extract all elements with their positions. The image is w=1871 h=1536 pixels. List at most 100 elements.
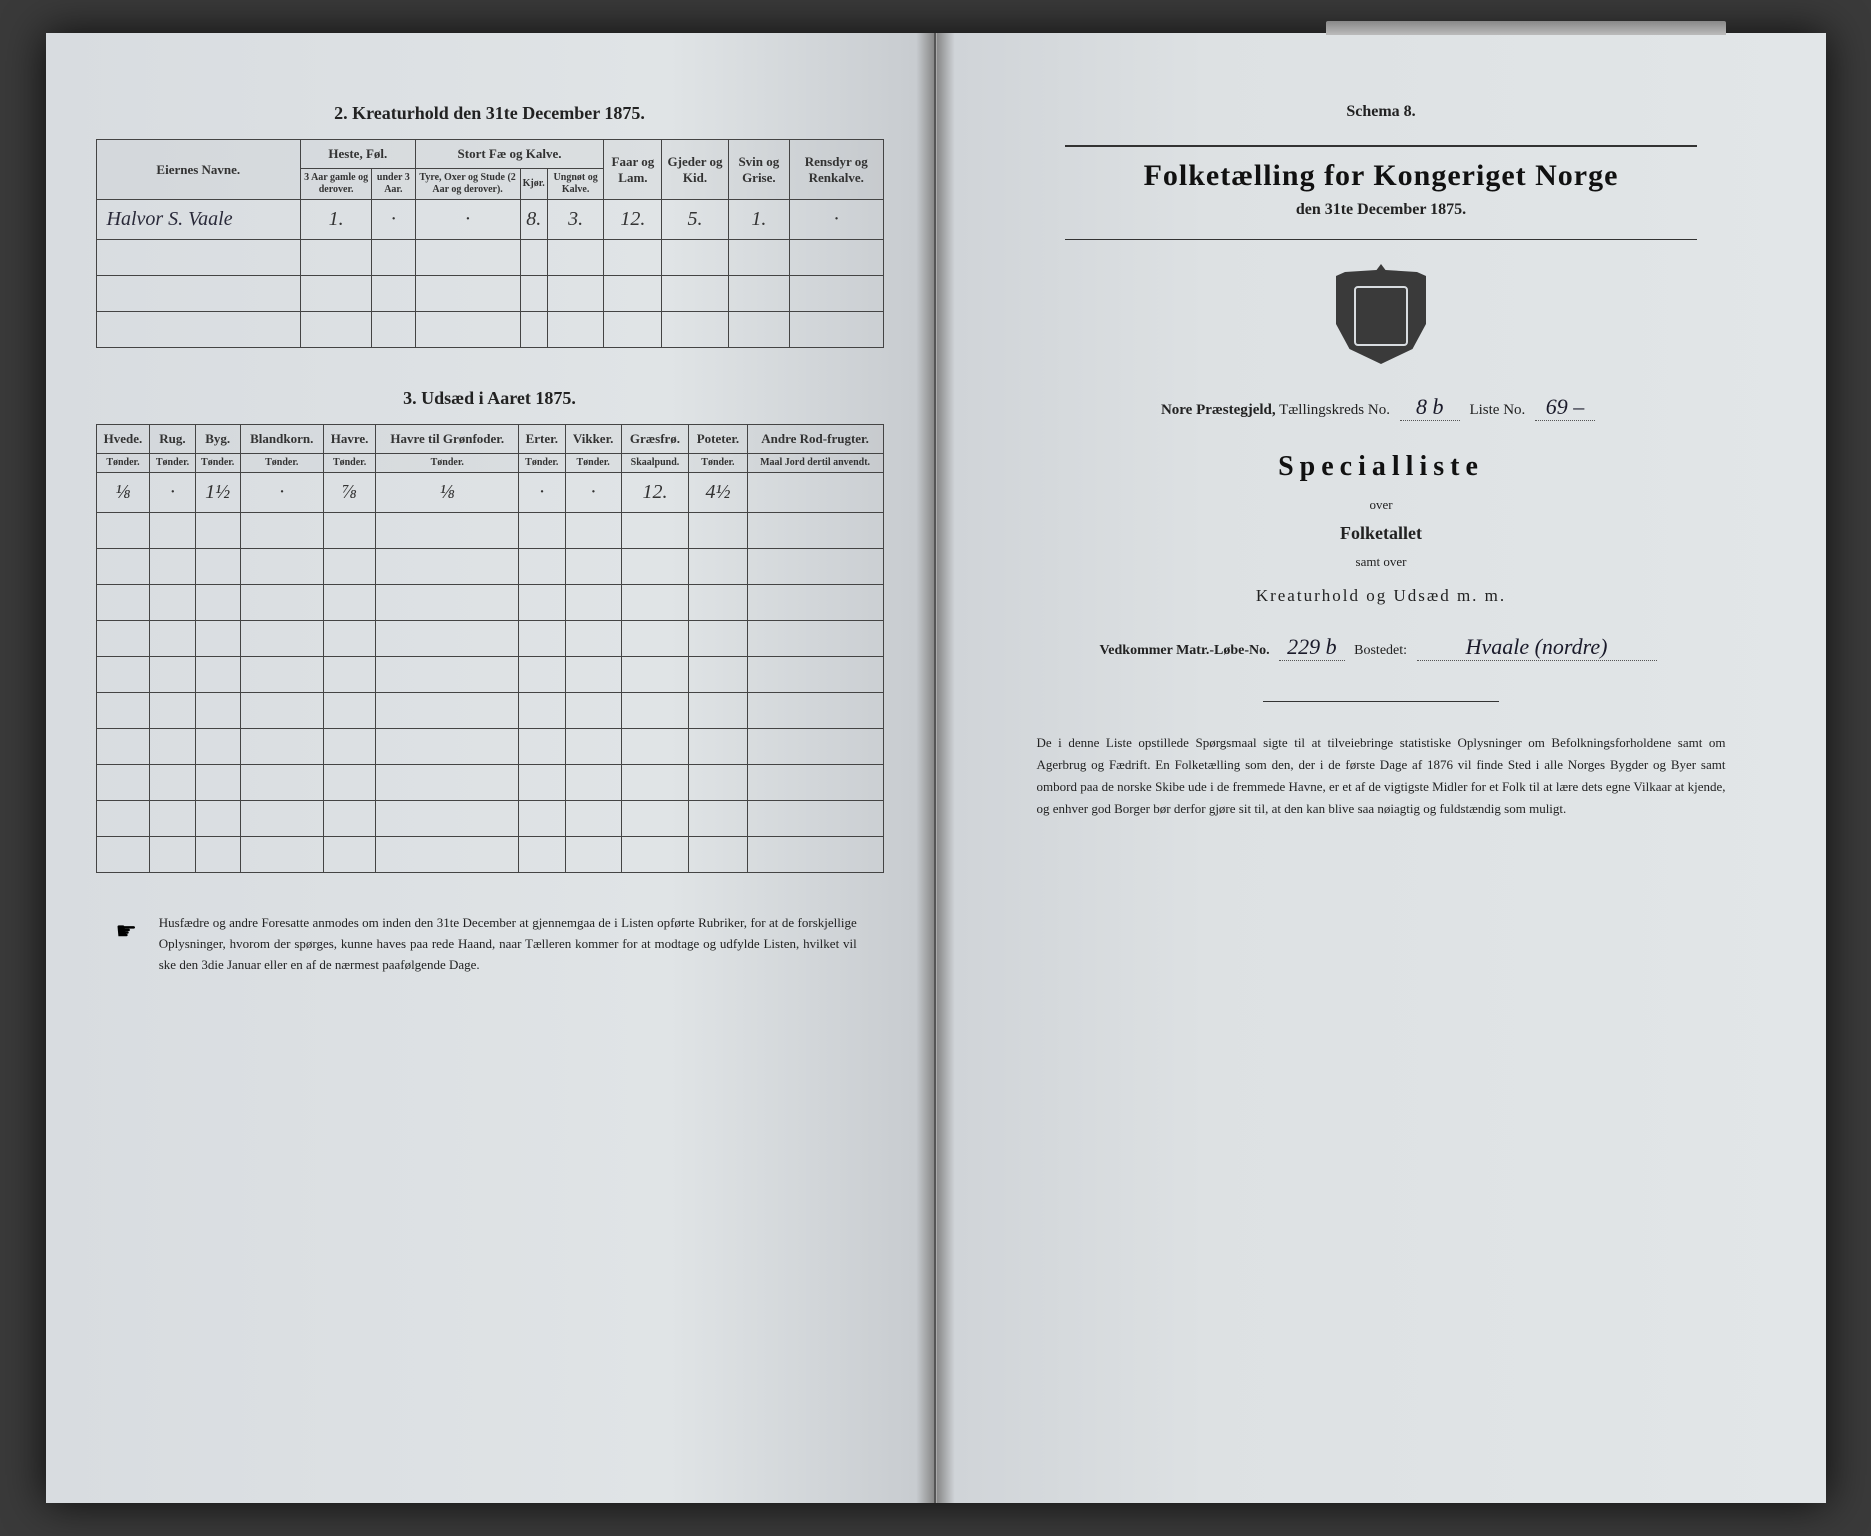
col-rensdyr: Rensdyr og Renkalve. xyxy=(790,140,883,200)
special-title: Specialliste xyxy=(987,451,1776,483)
district-line: Nore Præstegjeld, Tællingskreds No. 8 b … xyxy=(987,394,1776,421)
cell-stort2: 8. xyxy=(520,200,547,240)
rule xyxy=(1065,145,1696,147)
col-havre-gron: Havre til Grønfoder. xyxy=(376,425,519,454)
coat-of-arms-icon xyxy=(1336,264,1426,364)
cell-andre xyxy=(747,473,883,513)
table-row xyxy=(96,729,883,765)
cell-heste1: 1. xyxy=(301,200,372,240)
cell-poteter: 4½ xyxy=(689,473,747,513)
cover-subtitle: den 31te December 1875. xyxy=(987,201,1776,219)
col-havre: Havre. xyxy=(323,425,376,454)
left-footer: ☛ Husfædre og andre Foresatte anmodes om… xyxy=(96,913,884,975)
vedk-no: 229 b xyxy=(1279,634,1345,661)
cell-vikker: · xyxy=(565,473,621,513)
right-page: Schema 8. Folketælling for Kongeriget No… xyxy=(936,33,1826,1503)
table-row: Halvor S. Vaale 1. · · 8. 3. 12. 5. 1. · xyxy=(96,200,883,240)
cell-hvede: ⅛ xyxy=(96,473,150,513)
col-stort: Stort Fæ og Kalve. xyxy=(415,140,604,169)
table-row xyxy=(96,585,883,621)
col-svin: Svin og Grise. xyxy=(728,140,789,200)
table-row xyxy=(96,276,883,312)
cell-erter: · xyxy=(519,473,565,513)
over-label: over xyxy=(987,497,1776,513)
table-row xyxy=(96,693,883,729)
unit: Tønder. xyxy=(519,454,565,473)
table-row xyxy=(96,312,883,348)
kreds-value: 8 b xyxy=(1400,394,1460,421)
census-book: 2. Kreaturhold den 31te December 1875. E… xyxy=(46,33,1826,1503)
bostedet-value: Hvaale (nordre) xyxy=(1417,634,1657,661)
unit: Tønder. xyxy=(240,454,323,473)
section3-title: 3. Udsæd i Aaret 1875. xyxy=(96,388,884,409)
col-graesfrø: Græsfrø. xyxy=(621,425,689,454)
unit: Tønder. xyxy=(323,454,376,473)
col-hvede: Hvede. xyxy=(96,425,150,454)
unit: Tønder. xyxy=(565,454,621,473)
pointer-icon: ☛ xyxy=(116,913,156,951)
unit: Maal Jord dertil anvendt. xyxy=(747,454,883,473)
table-row xyxy=(96,549,883,585)
unit: Tønder. xyxy=(689,454,747,473)
left-page: 2. Kreaturhold den 31te December 1875. E… xyxy=(46,33,936,1503)
liste-label: Liste No. xyxy=(1469,402,1525,418)
col-gjeder: Gjeder og Kid. xyxy=(662,140,728,200)
vedkommer-line: Vedkommer Matr.-Løbe-No. 229 b Bostedet:… xyxy=(987,634,1776,661)
seed-table: Hvede. Rug. Byg. Blandkorn. Havre. Havre… xyxy=(96,424,884,873)
table-row: ⅛ · 1½ · ⅞ ⅛ · · 12. 4½ xyxy=(96,473,883,513)
col-andre: Andre Rod-frugter. xyxy=(747,425,883,454)
kreds-label: Tællingskreds No. xyxy=(1279,402,1390,418)
liste-value: 69 – xyxy=(1535,394,1595,421)
col-vikker: Vikker. xyxy=(565,425,621,454)
col-erter: Erter. xyxy=(519,425,565,454)
table-row xyxy=(96,765,883,801)
bostedet-label: Bostedet: xyxy=(1354,643,1407,658)
col-faar: Faar og Lam. xyxy=(604,140,662,200)
right-footer-text: De i denne Liste opstillede Spørgsmaal s… xyxy=(987,732,1776,820)
vedk-label: Vedkommer Matr.-Løbe-No. xyxy=(1099,643,1269,658)
kreatur-label: Kreaturhold og Udsæd m. m. xyxy=(987,586,1776,606)
page-tabs xyxy=(1326,21,1726,35)
left-footer-text: Husfædre og andre Foresatte anmodes om i… xyxy=(159,913,857,975)
unit: Tønder. xyxy=(376,454,519,473)
rule xyxy=(1263,701,1500,702)
table-row xyxy=(96,621,883,657)
col-stort3: Ungnøt og Kalve. xyxy=(547,169,604,200)
cell-rensdyr: · xyxy=(790,200,883,240)
cell-havre: ⅞ xyxy=(323,473,376,513)
cell-rug: · xyxy=(150,473,195,513)
table-row xyxy=(96,240,883,276)
table-row xyxy=(96,657,883,693)
col-stort2: Kjør. xyxy=(520,169,547,200)
col-heste: Heste, Føl. xyxy=(301,140,415,169)
table-row xyxy=(96,513,883,549)
rule xyxy=(1065,239,1696,240)
cell-havre-gron: ⅛ xyxy=(376,473,519,513)
unit: Tønder. xyxy=(96,454,150,473)
livestock-table: Eiernes Navne. Heste, Føl. Stort Fæ og K… xyxy=(96,139,884,348)
cell-gjeder: 5. xyxy=(662,200,728,240)
col-byg: Byg. xyxy=(195,425,240,454)
col-blandkorn: Blandkorn. xyxy=(240,425,323,454)
table-row xyxy=(96,801,883,837)
col-heste2: under 3 Aar. xyxy=(372,169,415,200)
cell-svin: 1. xyxy=(728,200,789,240)
section2-title: 2. Kreaturhold den 31te December 1875. xyxy=(96,103,884,124)
unit: Tønder. xyxy=(195,454,240,473)
prestegjeld-label: Nore Præstegjeld, xyxy=(1161,402,1276,418)
cell-blandkorn: · xyxy=(240,473,323,513)
cell-stort1: · xyxy=(415,200,520,240)
unit: Tønder. xyxy=(150,454,195,473)
col-eiernes: Eiernes Navne. xyxy=(96,140,301,200)
table-row xyxy=(96,837,883,873)
cell-graesfrø: 12. xyxy=(621,473,689,513)
col-poteter: Poteter. xyxy=(689,425,747,454)
cover-title: Folketælling for Kongeriget Norge xyxy=(987,159,1776,193)
col-heste1: 3 Aar gamle og derover. xyxy=(301,169,372,200)
owner-name: Halvor S. Vaale xyxy=(96,200,301,240)
col-stort1: Tyre, Oxer og Stude (2 Aar og derover). xyxy=(415,169,520,200)
unit: Skaalpund. xyxy=(621,454,689,473)
cell-stort3: 3. xyxy=(547,200,604,240)
cell-byg: 1½ xyxy=(195,473,240,513)
samt-label: samt over xyxy=(987,554,1776,570)
